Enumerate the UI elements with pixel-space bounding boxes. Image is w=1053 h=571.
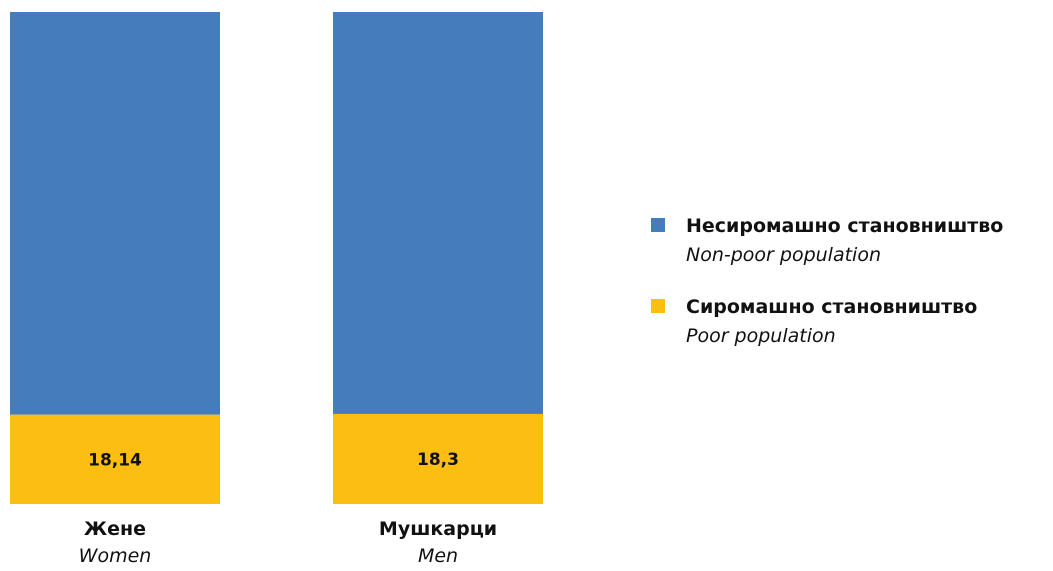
bar-nonpoor-cat-1 [333,12,543,414]
bar-poor-cat-1 [333,413,543,504]
category-label-cat-0: Жене [84,518,146,540]
category-sublabel-cat-1: Men [418,545,458,567]
legend-sublabel-poor: Poor population [686,325,836,347]
legend-sublabel-nonpoor: Non-poor population [686,244,881,266]
legend-swatch-nonpoor [651,218,665,232]
legend-swatch-poor [651,299,665,313]
data-label-poor-cat-1: 18,3 [417,450,459,470]
bars-group [10,12,543,504]
category-sublabel-cat-0: Women [79,545,152,567]
category-labels-group: Жене Women Мушкарци Men [79,518,497,567]
category-label-cat-1: Мушкарци [379,518,497,540]
bar-nonpoor-cat-0 [10,12,220,415]
data-label-poor-cat-0: 18,14 [88,450,142,470]
legend-label-poor: Сиромашно становништво [686,296,977,318]
bar-poor-cat-0 [10,414,220,504]
legend-label-nonpoor: Несиромашно становништво [686,215,1003,237]
legend: Несиромашно становништво Non-poor populat… [651,215,1003,347]
data-labels-group: 18,14 18,3 [88,450,459,470]
